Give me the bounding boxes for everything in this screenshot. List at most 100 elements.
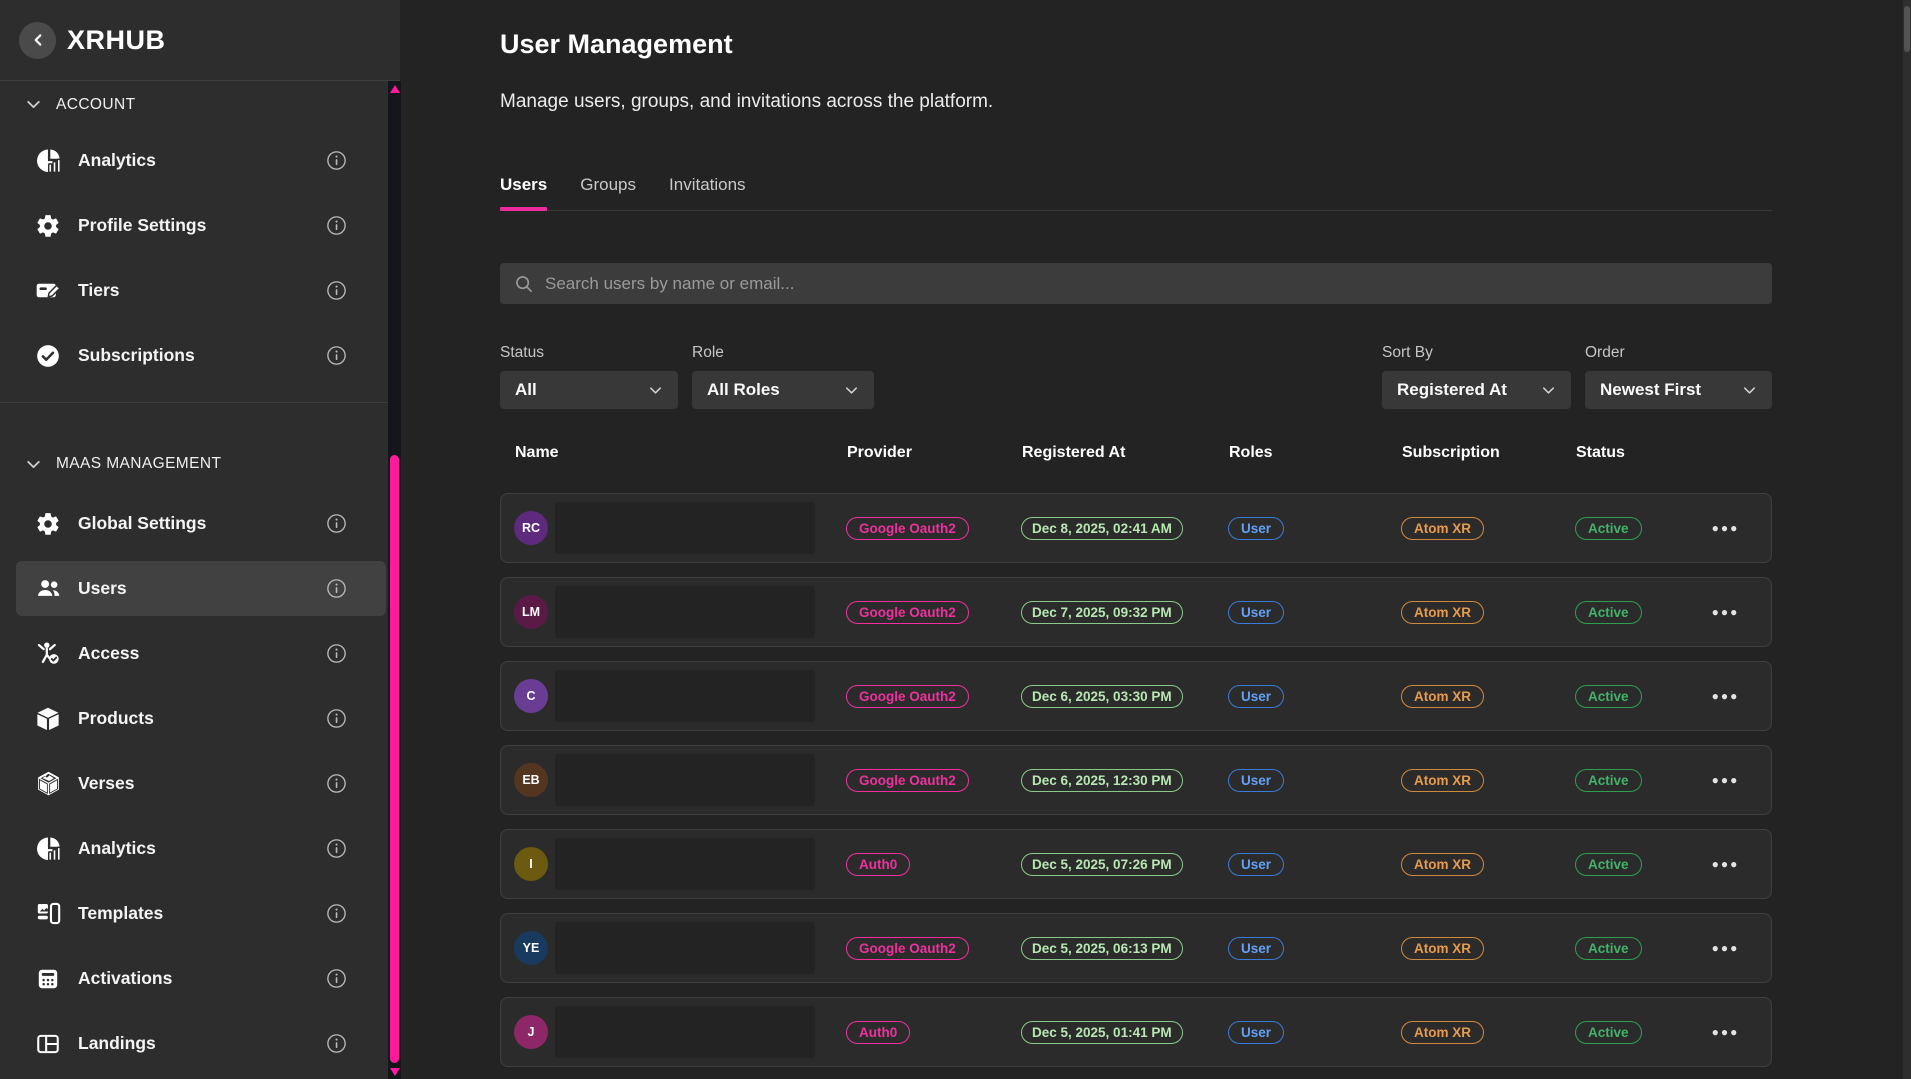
user-name-cell: LM xyxy=(514,586,846,638)
main-content: User Management Manage users, groups, an… xyxy=(400,29,1911,1067)
sidebar: XRHUB ACCOUNT Analytics Profile Settings… xyxy=(0,0,401,1079)
info-icon[interactable] xyxy=(325,837,348,860)
row-actions-button[interactable]: ●●● xyxy=(1711,521,1740,535)
sidebar-scrollbar-thumb[interactable] xyxy=(390,455,399,1063)
row-actions-button[interactable]: ●●● xyxy=(1711,857,1740,871)
tab-invitations[interactable]: Invitations xyxy=(669,175,746,194)
scroll-down-arrow-icon[interactable] xyxy=(390,1068,400,1076)
info-icon[interactable] xyxy=(325,512,348,535)
table-row: C Google Oauth2 Dec 6, 2025, 03:30 PM Us… xyxy=(500,661,1772,731)
tab-groups[interactable]: Groups xyxy=(580,175,637,194)
chevron-down-icon xyxy=(1742,383,1757,398)
app-title: XRHUB xyxy=(67,24,166,55)
order-filter-label: Order xyxy=(1585,344,1625,361)
info-icon[interactable] xyxy=(325,279,348,302)
status-select[interactable]: All xyxy=(500,371,678,409)
row-actions-button[interactable]: ●●● xyxy=(1711,1025,1740,1039)
user-name-cell: RC xyxy=(514,502,846,554)
role-badge: User xyxy=(1228,852,1285,876)
info-icon[interactable] xyxy=(325,1032,348,1055)
sidebar-item-profile-settings[interactable]: Profile Settings xyxy=(0,193,400,258)
tab-users[interactable]: Users xyxy=(500,175,548,211)
info-icon[interactable] xyxy=(325,149,348,172)
card-edit-icon xyxy=(35,277,62,304)
status-badge: Active xyxy=(1575,1020,1642,1044)
gear-icon xyxy=(35,212,62,239)
sidebar-item-global-settings[interactable]: Global Settings xyxy=(0,491,400,556)
info-icon[interactable] xyxy=(325,214,348,237)
sidebar-item-tiers[interactable]: Tiers xyxy=(0,258,400,323)
role-badge: User xyxy=(1228,936,1285,960)
status-badge: Active xyxy=(1575,516,1642,540)
analytics-icon xyxy=(35,147,62,174)
sidebar-item-verses[interactable]: Verses xyxy=(0,751,400,816)
sidebar-item-users[interactable]: Users xyxy=(16,561,386,616)
user-name-cell: I xyxy=(514,838,846,890)
scroll-up-arrow-icon[interactable] xyxy=(390,85,400,93)
sidebar-scrollbar[interactable] xyxy=(388,81,401,1079)
avatar: EB xyxy=(514,763,548,797)
page-scrollbar-thumb[interactable] xyxy=(1904,6,1910,52)
page-title: User Management xyxy=(500,29,733,59)
info-icon[interactable] xyxy=(325,642,348,665)
sidebar-item-analytics[interactable]: Analytics xyxy=(0,128,400,193)
registered-at-badge: Dec 8, 2025, 02:41 AM xyxy=(1021,516,1183,540)
sidebar-item-activations[interactable]: Activations xyxy=(0,946,400,1011)
info-icon[interactable] xyxy=(325,772,348,795)
avatar: RC xyxy=(514,511,548,545)
sidebar-nav: ACCOUNT Analytics Profile Settings Tiers… xyxy=(0,81,400,1076)
sidebar-item-analytics-maas[interactable]: Analytics xyxy=(0,816,400,881)
table-row: LM Google Oauth2 Dec 7, 2025, 09:32 PM U… xyxy=(500,577,1772,647)
collapse-sidebar-button[interactable] xyxy=(19,21,56,59)
table-header: Name Provider Registered At Roles Subscr… xyxy=(500,444,1772,462)
role-select[interactable]: All Roles xyxy=(692,371,874,409)
sort-by-select[interactable]: Registered At xyxy=(1382,371,1571,409)
page-scrollbar[interactable] xyxy=(1903,0,1911,1079)
templates-icon xyxy=(35,900,62,927)
role-badge: User xyxy=(1228,600,1285,624)
subscription-badge: Atom XR xyxy=(1401,936,1484,960)
col-provider: Provider xyxy=(847,444,912,461)
provider-badge: Google Oauth2 xyxy=(846,684,969,708)
chevron-down-icon xyxy=(25,456,42,473)
section-header-maas-management[interactable]: MAAS MANAGEMENT xyxy=(0,417,400,491)
info-icon[interactable] xyxy=(325,344,348,367)
table-row: EB Google Oauth2 Dec 6, 2025, 12:30 PM U… xyxy=(500,745,1772,815)
info-icon[interactable] xyxy=(325,967,348,990)
redacted-name xyxy=(555,586,815,638)
layout-icon xyxy=(35,1030,62,1057)
row-actions-button[interactable]: ●●● xyxy=(1711,689,1740,703)
row-actions-button[interactable]: ●●● xyxy=(1711,605,1740,619)
keypad-icon xyxy=(35,965,62,992)
info-icon[interactable] xyxy=(325,902,348,925)
registered-at-badge: Dec 6, 2025, 03:30 PM xyxy=(1021,684,1183,708)
row-actions-button[interactable]: ●●● xyxy=(1711,941,1740,955)
search-bar xyxy=(500,263,1772,304)
sidebar-item-products[interactable]: Products xyxy=(0,686,400,751)
status-filter-label: Status xyxy=(500,344,544,361)
info-icon[interactable] xyxy=(325,577,348,600)
chevron-down-icon xyxy=(1541,383,1556,398)
search-input[interactable] xyxy=(545,273,1759,294)
box-icon xyxy=(35,705,62,732)
gear-icon xyxy=(35,510,62,537)
sidebar-item-access[interactable]: Access xyxy=(0,621,400,686)
redacted-name xyxy=(555,502,815,554)
provider-badge: Google Oauth2 xyxy=(846,936,969,960)
redacted-name xyxy=(555,838,815,890)
status-badge: Active xyxy=(1575,768,1642,792)
avatar: C xyxy=(514,679,548,713)
row-actions-button[interactable]: ●●● xyxy=(1711,773,1740,787)
role-badge: User xyxy=(1228,1020,1285,1044)
redacted-name xyxy=(555,670,815,722)
sidebar-item-landings[interactable]: Landings xyxy=(0,1011,400,1076)
col-name: Name xyxy=(515,444,559,461)
sidebar-item-subscriptions[interactable]: Subscriptions xyxy=(0,323,400,388)
info-icon[interactable] xyxy=(325,707,348,730)
table-body: RC Google Oauth2 Dec 8, 2025, 02:41 AM U… xyxy=(500,493,1772,1067)
role-badge: User xyxy=(1228,516,1285,540)
subscription-badge: Atom XR xyxy=(1401,516,1484,540)
section-header-account[interactable]: ACCOUNT xyxy=(0,81,400,128)
sidebar-item-templates[interactable]: Templates xyxy=(0,881,400,946)
order-select[interactable]: Newest First xyxy=(1585,371,1772,409)
